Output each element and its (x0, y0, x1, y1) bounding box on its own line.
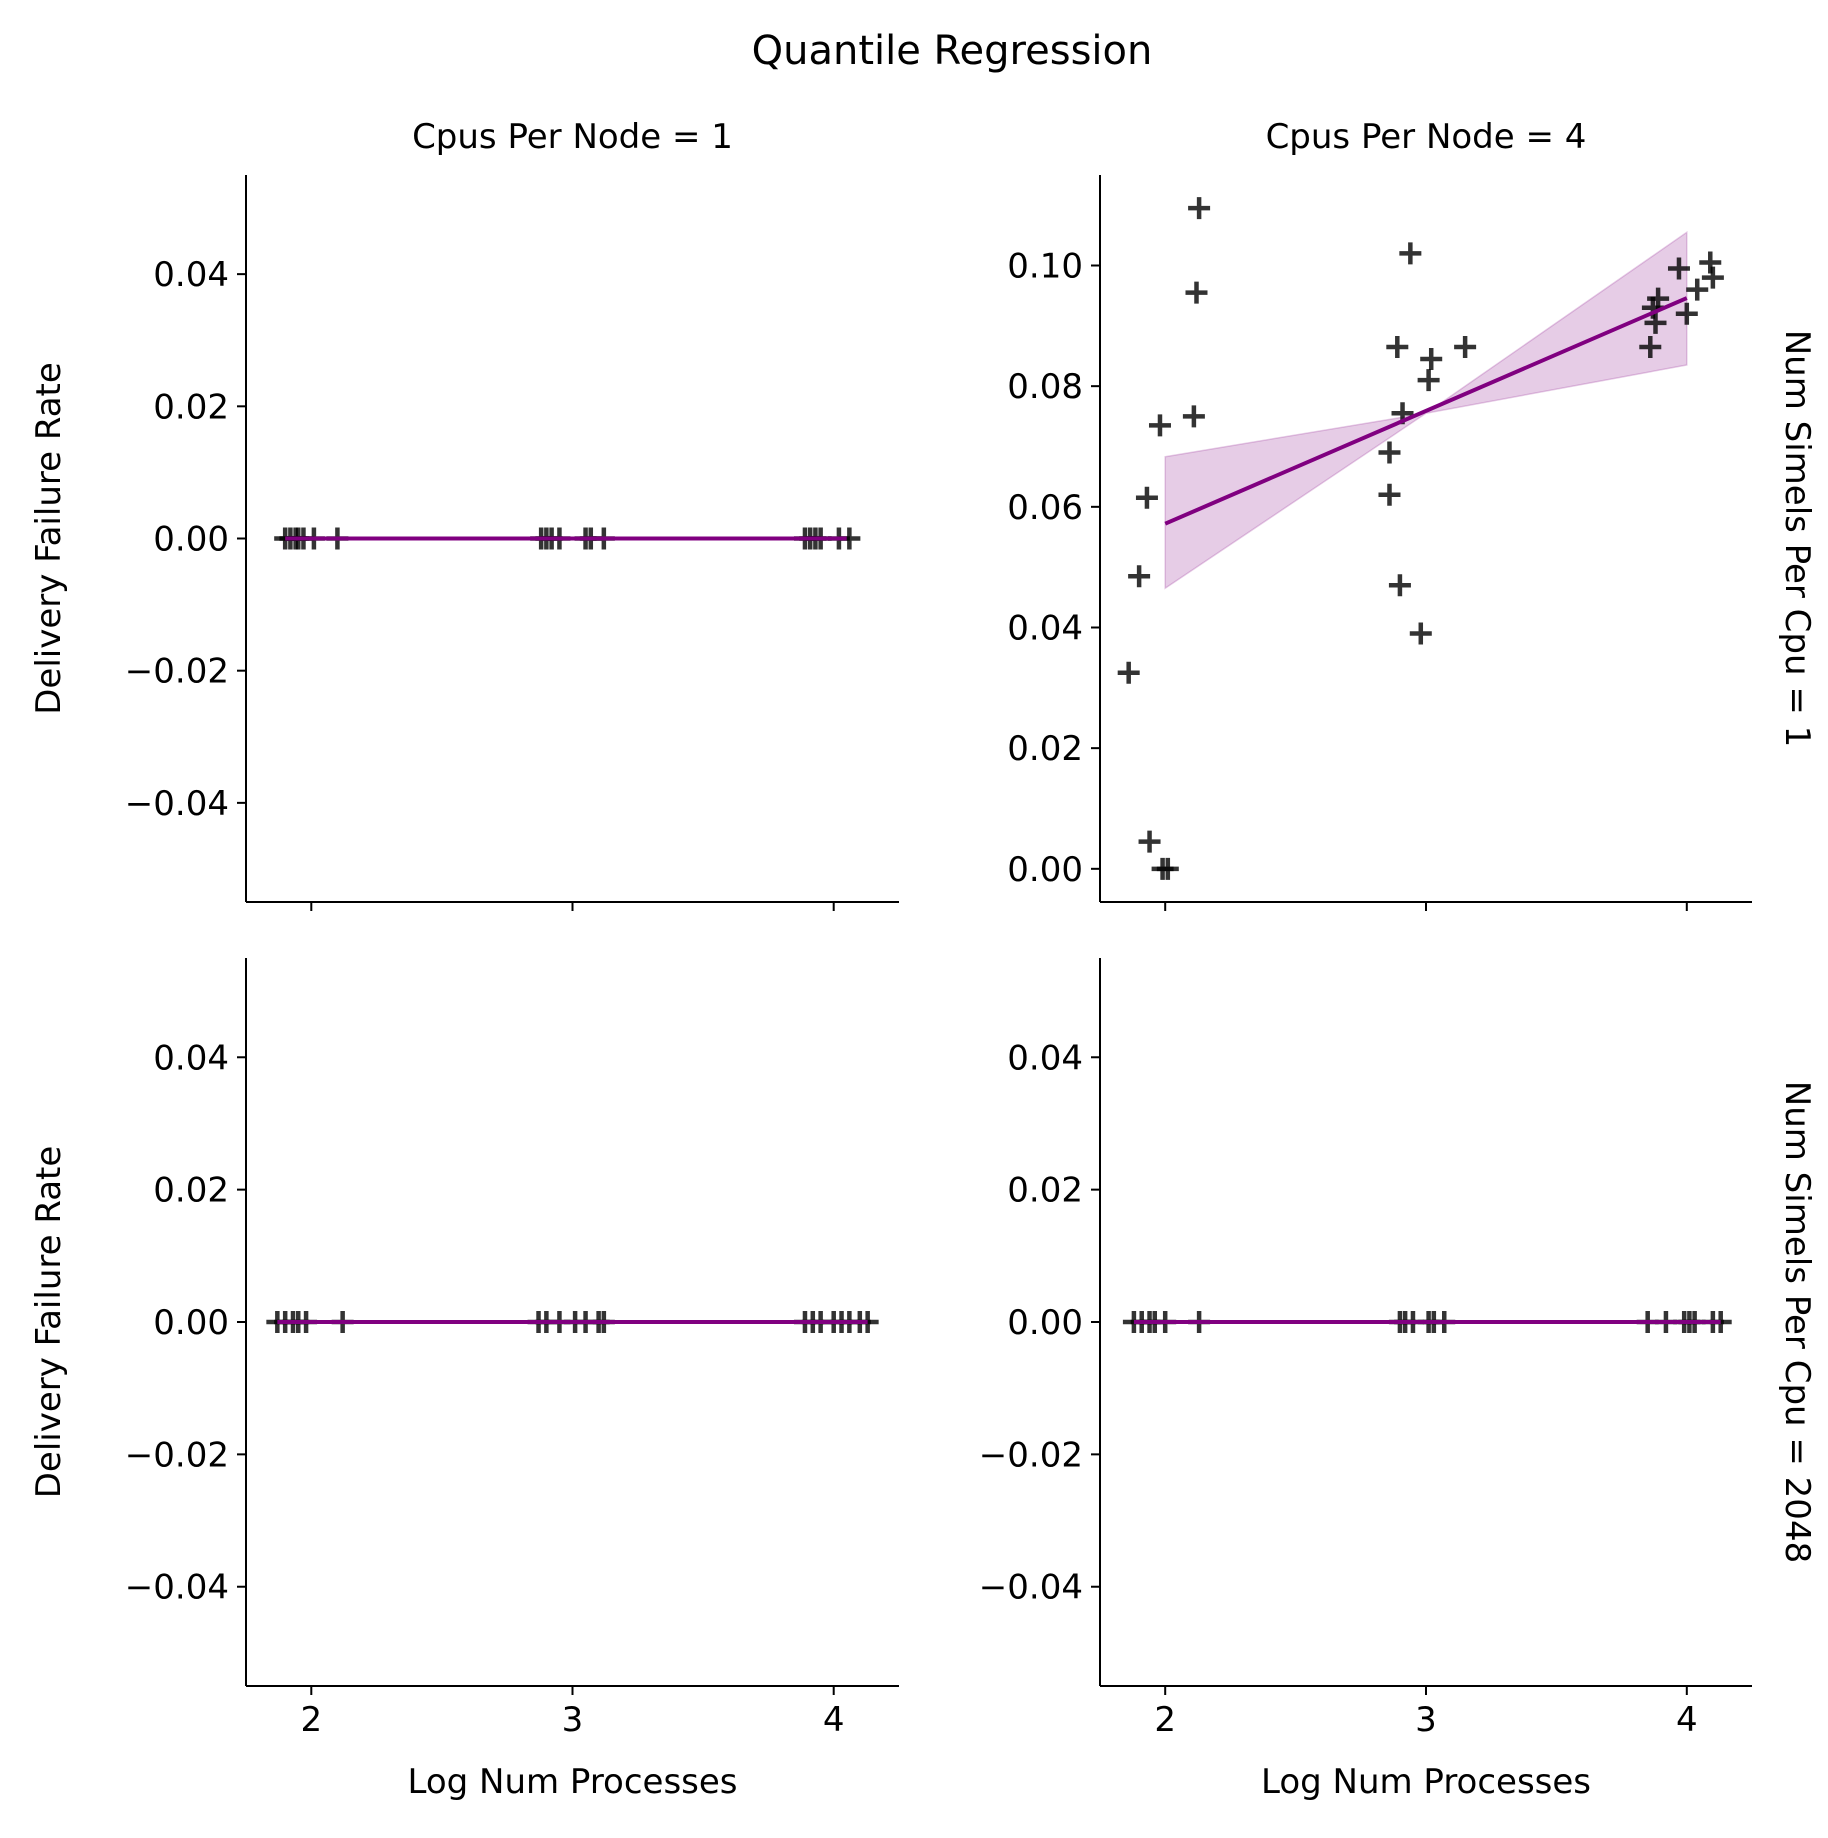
data-point (1417, 369, 1440, 392)
data-point (1182, 405, 1205, 428)
y-tick-label: 0.02 (153, 1171, 229, 1211)
data-point (1675, 302, 1698, 325)
y-tick-label: 0.02 (1007, 1171, 1083, 1211)
x-tick-label: 4 (1676, 1700, 1698, 1740)
data-point (1185, 281, 1208, 304)
data-point (1701, 266, 1724, 289)
data-point (1156, 857, 1179, 880)
facet-panel-1: −0.04 −0.02 0.00 0.02 0.04 Cpus Per Node = 1 D… (29, 117, 899, 911)
data-point (1378, 483, 1401, 506)
facet-panel-3: 2 3 4 −0.04 −0.02 0.00 0.02 0.04 Delivery Failur… (29, 958, 899, 1802)
y-tick-label: 0.04 (153, 255, 229, 295)
facet-panel-4: 2 3 4 −0.04 −0.02 0.00 0.02 0.04 Num Simels Per … (979, 958, 1817, 1802)
x-tick-label: 3 (562, 1700, 584, 1740)
y-tick-label: 0.00 (1007, 850, 1083, 890)
facet-row-title: Num Simels Per Cpu = 1 (1777, 330, 1817, 748)
data-point (1644, 311, 1667, 334)
x-axis-label: Log Num Processes (407, 1762, 737, 1802)
data-point (1699, 251, 1722, 274)
y-tick-label: 0.00 (1007, 1303, 1083, 1343)
data-point (1454, 335, 1477, 358)
x-tick-label: 2 (1154, 1700, 1176, 1740)
data-point (1378, 441, 1401, 464)
data-point (1386, 335, 1409, 358)
y-tick-label: 0.04 (153, 1038, 229, 1078)
data-point (1399, 242, 1422, 265)
y-axis-label: Delivery Failure Rate (29, 1146, 69, 1499)
y-tick-label: −0.02 (979, 1435, 1083, 1475)
y-tick-label: 0.02 (1007, 729, 1083, 769)
data-point (1667, 257, 1690, 280)
data-point (1388, 574, 1411, 597)
y-tick-label: 0.04 (1007, 1038, 1083, 1078)
y-tick-label: −0.04 (979, 1568, 1083, 1608)
data-point (1686, 278, 1709, 301)
y-tick-label: 0.00 (153, 520, 229, 560)
x-tick-label: 4 (823, 1700, 845, 1740)
panels-container: −0.04 −0.02 0.00 0.02 0.04 Cpus Per Node = 1 D… (29, 117, 1817, 1802)
regression-line (1164, 296, 1688, 526)
y-tick-label: −0.02 (125, 652, 229, 692)
y-tick-label: −0.04 (125, 1568, 229, 1608)
facet-column-title: Cpus Per Node = 1 (412, 117, 733, 157)
y-tick-label: 0.02 (153, 387, 229, 427)
data-point (1420, 348, 1443, 371)
y-tick-label: 0.00 (153, 1303, 229, 1343)
data-point (1639, 335, 1662, 358)
facet-row-title: Num Simels Per Cpu = 2048 (1777, 1081, 1817, 1563)
data-point (1138, 830, 1161, 853)
y-tick-label: 0.04 (1007, 608, 1083, 648)
y-axis-label: Delivery Failure Rate (29, 362, 69, 715)
data-point (1148, 414, 1171, 437)
data-point (1117, 661, 1140, 684)
y-tick-label: −0.04 (125, 784, 229, 824)
data-point (1128, 565, 1151, 588)
x-axis-label: Log Num Processes (1261, 1762, 1591, 1802)
y-tick-label: 0.08 (1007, 367, 1083, 407)
facet-column-title: Cpus Per Node = 4 (1266, 117, 1587, 157)
facet-panel-2: 0.00 0.02 0.04 0.06 0.08 0.10 Cpus Per Node = … (1007, 117, 1817, 911)
x-tick-label: 2 (300, 1700, 322, 1740)
figure-title: Quantile Regression (752, 28, 1153, 74)
data-point (1135, 486, 1158, 509)
y-tick-label: 0.06 (1007, 488, 1083, 528)
data-point (1188, 197, 1211, 220)
data-point (1409, 622, 1432, 645)
y-tick-label: 0.10 (1007, 246, 1083, 286)
confidence-band (1164, 230, 1688, 590)
y-tick-label: −0.02 (125, 1435, 229, 1475)
x-tick-label: 3 (1415, 1700, 1437, 1740)
